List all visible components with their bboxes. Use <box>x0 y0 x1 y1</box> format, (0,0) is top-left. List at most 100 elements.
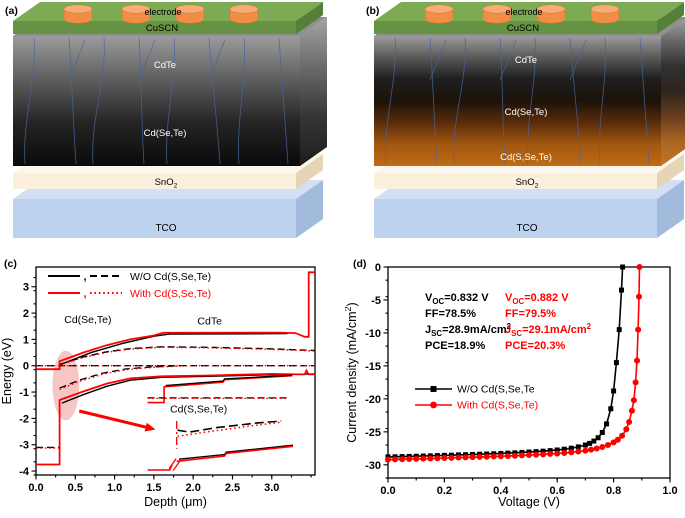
series-ec-wo <box>60 332 288 366</box>
grain-line <box>385 37 396 165</box>
x-tick-label: 2.5 <box>225 482 240 494</box>
jv-parameter-line: JSC=28.9mA/cm2 <box>425 322 512 338</box>
legend-marker <box>430 386 437 392</box>
data-marker <box>385 456 391 463</box>
grain-line <box>499 37 506 165</box>
tco-layer-front-face <box>374 199 657 238</box>
data-marker <box>628 407 635 414</box>
jv-parameter-line: PCE=20.3% <box>505 340 565 352</box>
jv-parameter-line: FF=78.5% <box>425 308 476 320</box>
x-tick-label: 0.8 <box>606 485 621 497</box>
data-marker <box>526 449 532 455</box>
zoom-arrow <box>78 409 150 430</box>
jv-parameter-line: PCE=18.9% <box>425 340 485 352</box>
grain-branch-line <box>68 39 86 81</box>
y-axis-title: Energy (eV) <box>0 338 14 405</box>
panel-tag: (d) <box>353 258 366 270</box>
cuscn-label: CuSCN <box>507 23 539 34</box>
absorber-front-face <box>374 36 661 166</box>
data-marker <box>455 454 462 461</box>
legend-entry: W/O Cd(S,Se,Te <box>415 384 535 396</box>
data-marker <box>575 444 581 450</box>
sno2-layer-front-face <box>13 173 296 189</box>
x-tick-label: 0.2 <box>437 485 452 497</box>
data-marker <box>613 360 619 366</box>
legend-entry: , W/O Cd(S,Se,Te) <box>48 271 211 283</box>
panel-b-device-schematic: electrode CuSCN CdTe Cd(Se,Te) Cd(S,Se,Te) Sn… <box>366 2 685 238</box>
data-marker <box>399 456 406 463</box>
region-label: Cd(S,Se,Te) <box>170 403 227 415</box>
electrode-contact <box>63 4 93 24</box>
grain-line <box>453 37 466 165</box>
data-marker <box>427 455 434 462</box>
data-marker <box>568 449 575 456</box>
sno2-layer-side-face <box>296 154 323 189</box>
grain-line <box>92 37 105 165</box>
data-marker <box>608 406 614 412</box>
absorber-layer <box>374 17 685 166</box>
data-marker <box>526 452 532 459</box>
axis-ticks <box>31 276 312 480</box>
grain-line <box>599 37 606 165</box>
series-inset-ec-red <box>147 374 293 404</box>
data-marker <box>561 446 567 452</box>
data-marker <box>587 440 593 446</box>
electrode-label: electrode <box>505 7 542 17</box>
grain-branch-line <box>429 39 447 81</box>
sno2-layer-side-face <box>657 154 684 189</box>
grain-line <box>208 37 221 165</box>
data-marker <box>406 456 413 463</box>
grain-line <box>24 37 35 165</box>
cuscn-label: CuSCN <box>146 23 178 34</box>
grain-line <box>429 37 438 165</box>
axis-break-mark <box>172 460 181 472</box>
series-efn-with-dot <box>59 346 316 366</box>
jv-parameter-line: VOC=0.832 V <box>425 292 489 306</box>
plot-box <box>35 266 316 476</box>
absorber-front-face <box>13 36 300 166</box>
jv-parameter-line: FF=79.5% <box>505 308 556 320</box>
series-inset-efp-red-dot <box>177 421 282 438</box>
grain-boundaries <box>24 37 289 165</box>
data-marker <box>623 426 630 433</box>
data-marker <box>614 436 621 443</box>
data-marker <box>504 452 511 459</box>
y-tick-label: 1 <box>23 334 29 346</box>
y-tick-label: -25 <box>365 427 381 439</box>
absorber-label: Cd(S,Se,Te) <box>500 152 552 163</box>
tco-label: TCO <box>155 223 176 234</box>
jv-parameter-line: JSC=29.1mA/cm2 <box>505 322 592 338</box>
absorber-label: Cd(Se,Te) <box>505 107 548 118</box>
data-marker <box>599 444 606 451</box>
legend-label: W/O Cd(S,Se,Te <box>457 384 535 396</box>
y-tick-label: -3 <box>19 440 29 452</box>
electrode-cylinder-top <box>229 4 259 14</box>
series-inset-efp-black-dash <box>177 420 282 433</box>
series-ev-with <box>36 368 315 466</box>
grain-branch-line <box>138 39 156 81</box>
panel-tag: (a) <box>5 5 18 17</box>
grain-branch-line <box>569 39 587 81</box>
electrode-cylinder-top <box>536 4 566 14</box>
data-marker <box>392 456 399 463</box>
x-tick-label: 1.0 <box>107 482 122 494</box>
jv-parameter-line: VOC=0.882 V <box>505 292 569 306</box>
electrode-contact <box>229 4 259 24</box>
data-marker <box>620 264 626 270</box>
legend-label: With Cd(S,Se,Te) <box>457 400 538 412</box>
y-tick-label: -15 <box>365 361 381 373</box>
x-tick-label: 0.0 <box>380 485 395 497</box>
data-marker <box>630 397 637 404</box>
grain-line <box>278 37 289 165</box>
data-marker <box>568 445 574 451</box>
data-marker <box>599 430 605 436</box>
y-tick-label: 0 <box>23 361 29 373</box>
panel-tag: (b) <box>366 5 379 17</box>
x-axis-title: Voltage (V) <box>498 495 560 509</box>
grain-boundaries <box>385 37 650 165</box>
grain-branch-line <box>208 39 226 81</box>
electrode-contact <box>121 4 151 24</box>
sno2-label: SnO2 <box>516 177 539 190</box>
x-tick-label: 3.0 <box>264 482 279 494</box>
data-marker <box>575 448 582 455</box>
